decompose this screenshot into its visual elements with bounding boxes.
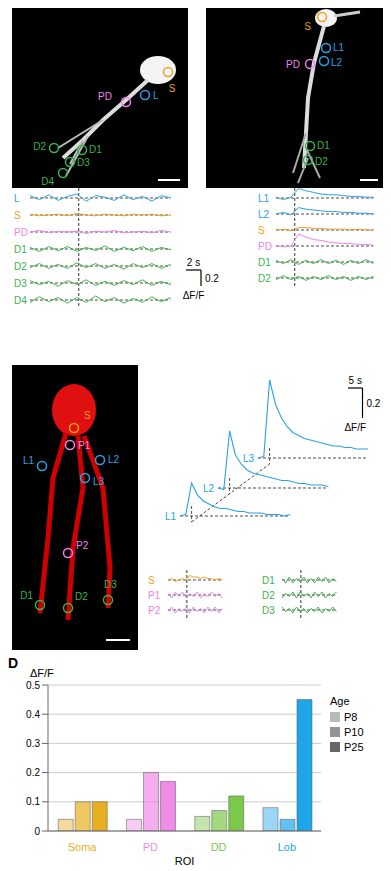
svg-text:D2: D2 [14, 261, 27, 272]
html-text:P8: P8 [344, 711, 358, 723]
svg-text:0.2: 0.2 [367, 398, 381, 409]
svg-text:L2: L2 [331, 57, 343, 68]
svg-text:D3: D3 [262, 605, 275, 616]
svg-text:PD: PD [286, 59, 300, 70]
svg-text:D1: D1 [262, 575, 275, 586]
svg-text:0.2: 0.2 [205, 273, 219, 284]
svg-text:S: S [258, 225, 265, 236]
svg-text:DD: DD [211, 841, 227, 853]
svg-text:D2: D2 [315, 156, 328, 167]
svg-text:D2: D2 [262, 590, 275, 601]
svg-text:PD: PD [14, 227, 28, 238]
svg-text:Soma: Soma [68, 841, 98, 853]
svg-text:L1: L1 [165, 511, 177, 522]
svg-text:P1: P1 [78, 440, 91, 451]
svg-text:L3: L3 [243, 453, 255, 464]
svg-text:D3: D3 [14, 278, 27, 289]
svg-text:L2: L2 [258, 209, 270, 220]
svg-text:PD: PD [98, 91, 112, 102]
svg-text:0: 0 [34, 826, 40, 837]
svg-text:D1: D1 [258, 257, 271, 268]
svg-text:P2: P2 [148, 605, 161, 616]
html-text:P25: P25 [344, 741, 364, 753]
html-text:Age: Age [330, 695, 350, 707]
html-text:P10: P10 [344, 726, 364, 738]
svg-text:P2: P2 [76, 540, 89, 551]
html-text:D: D [8, 655, 19, 671]
svg-text:2 s: 2 s [187, 257, 200, 268]
svg-text:D1: D1 [317, 140, 330, 151]
svg-text:L1: L1 [258, 193, 270, 204]
svg-text:D2: D2 [75, 591, 88, 602]
html-text:ΔF/F: ΔF/F [30, 667, 54, 679]
svg-text:D2: D2 [258, 273, 271, 284]
svg-text:D1: D1 [14, 244, 27, 255]
svg-text:S: S [169, 83, 176, 94]
svg-text:L: L [153, 90, 159, 101]
svg-text:ΔF/F: ΔF/F [183, 290, 205, 301]
svg-text:5 s: 5 s [349, 375, 362, 386]
svg-text:0.4: 0.4 [26, 709, 40, 720]
svg-text:L2: L2 [108, 454, 120, 465]
svg-text:L3: L3 [93, 476, 105, 487]
svg-text:D4: D4 [14, 295, 27, 306]
svg-text:0.1: 0.1 [26, 796, 40, 807]
svg-text:ΔF/F: ΔF/F [344, 422, 366, 433]
svg-text:D1: D1 [20, 590, 33, 601]
svg-text:0.3: 0.3 [26, 738, 40, 749]
svg-text:PD: PD [143, 841, 158, 853]
svg-text:L1: L1 [333, 42, 345, 53]
svg-text:P1: P1 [148, 590, 161, 601]
svg-text:0.5: 0.5 [26, 680, 40, 691]
svg-text:S: S [84, 410, 91, 421]
svg-text:S: S [304, 21, 311, 32]
svg-text:L2: L2 [203, 483, 215, 494]
svg-text:Lob: Lob [278, 841, 296, 853]
svg-text:D4: D4 [41, 176, 54, 187]
svg-text:S: S [14, 210, 21, 221]
svg-text:D2: D2 [33, 141, 46, 152]
svg-text:D1: D1 [89, 144, 102, 155]
svg-text:PD: PD [258, 241, 272, 252]
svg-text:S: S [148, 575, 155, 586]
svg-text:0.2: 0.2 [26, 767, 40, 778]
svg-text:L: L [14, 193, 20, 204]
svg-text:L1: L1 [23, 455, 35, 466]
svg-text:ROI: ROI [175, 855, 195, 867]
svg-text:D3: D3 [77, 157, 90, 168]
svg-text:D3: D3 [104, 579, 117, 590]
